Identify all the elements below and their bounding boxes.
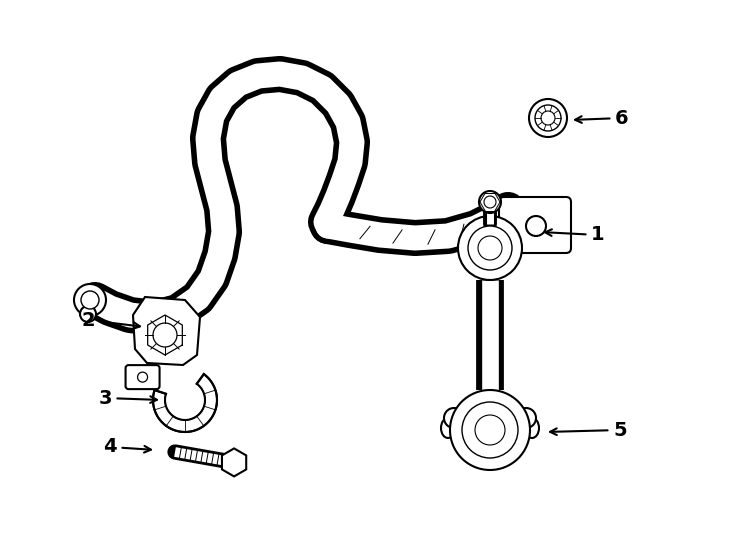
Circle shape [484, 196, 496, 208]
Circle shape [444, 408, 464, 428]
Circle shape [462, 402, 518, 458]
Ellipse shape [525, 418, 539, 438]
Circle shape [526, 216, 546, 236]
Text: 2: 2 [81, 310, 140, 329]
FancyBboxPatch shape [499, 197, 571, 253]
FancyBboxPatch shape [126, 365, 159, 389]
Ellipse shape [441, 418, 455, 438]
Circle shape [81, 291, 99, 309]
Circle shape [475, 415, 505, 445]
Circle shape [450, 390, 530, 470]
Circle shape [541, 111, 555, 125]
Circle shape [468, 226, 512, 270]
Text: 4: 4 [103, 437, 151, 456]
Circle shape [137, 372, 148, 382]
Circle shape [479, 191, 501, 213]
Circle shape [458, 216, 522, 280]
Circle shape [529, 99, 567, 137]
Text: 3: 3 [98, 388, 157, 408]
Polygon shape [133, 297, 200, 365]
Polygon shape [222, 448, 246, 476]
Circle shape [516, 408, 536, 428]
Text: 6: 6 [575, 109, 629, 127]
Circle shape [478, 236, 502, 260]
Circle shape [153, 323, 177, 347]
Text: 5: 5 [550, 421, 627, 440]
Text: 1: 1 [545, 226, 605, 245]
Polygon shape [153, 374, 217, 432]
Circle shape [535, 105, 561, 131]
Circle shape [80, 306, 96, 322]
Circle shape [74, 284, 106, 316]
